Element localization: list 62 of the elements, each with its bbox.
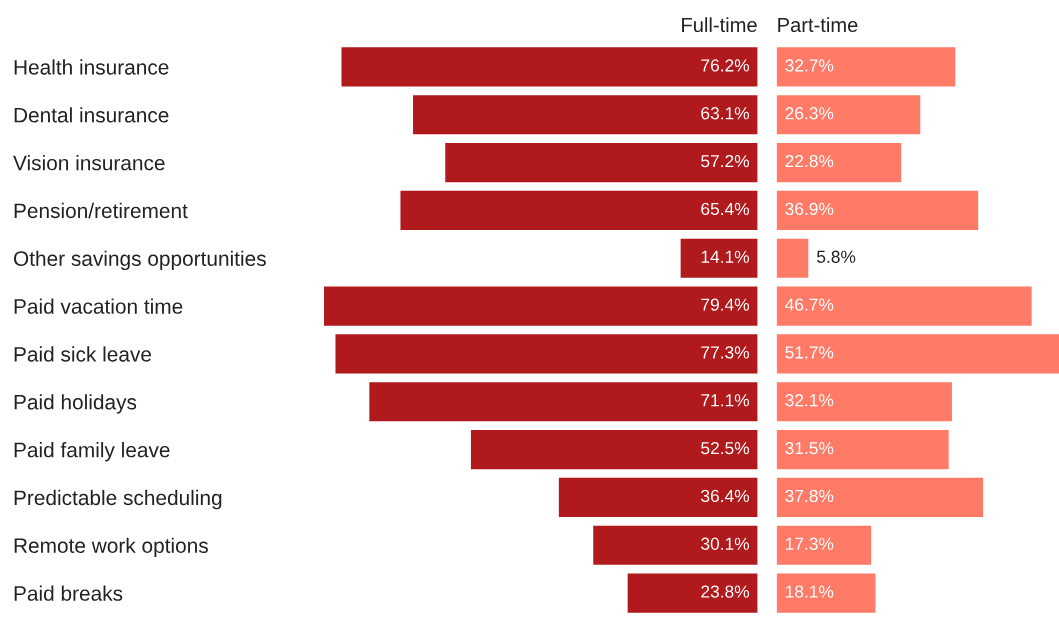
bar <box>776 142 902 183</box>
data-label: 36.4% <box>701 489 750 503</box>
bar <box>776 334 1059 374</box>
y-tick-label: Paid vacation time <box>14 298 183 314</box>
data-label: 77.3% <box>701 346 750 359</box>
bar <box>413 95 758 135</box>
data-label: 51.7% <box>785 346 834 359</box>
data-label: 65.4% <box>701 202 750 216</box>
y-tick-label: Paid sick leave <box>14 346 152 362</box>
bar <box>627 573 758 613</box>
data-label: 71.1% <box>701 394 750 407</box>
data-label: 31.5% <box>785 441 834 455</box>
bar <box>558 477 758 518</box>
data-label: 63.1% <box>701 107 750 120</box>
data-label: 18.1% <box>785 585 834 598</box>
data-label: 5.8% <box>817 250 856 263</box>
bar <box>445 142 758 183</box>
bar <box>369 382 758 422</box>
bar <box>776 382 952 422</box>
data-label: 30.1% <box>701 537 750 550</box>
bar <box>400 190 758 231</box>
data-label: 17.3% <box>785 537 834 550</box>
bar <box>470 429 758 470</box>
bar <box>776 429 949 470</box>
bar <box>324 286 758 326</box>
bar <box>776 525 872 565</box>
bar <box>776 573 876 613</box>
data-label: 36.9% <box>785 202 834 216</box>
data-label: 37.8% <box>785 489 834 503</box>
y-tick-label: Health insurance <box>14 59 169 75</box>
bar <box>776 190 979 231</box>
data-label: 26.3% <box>785 107 834 120</box>
y-tick-label: Paid family leave <box>14 442 170 462</box>
bar <box>680 238 758 278</box>
bar <box>341 47 758 87</box>
bar <box>335 334 758 374</box>
data-label: 52.5% <box>701 441 750 455</box>
bar <box>776 238 809 278</box>
bar <box>776 95 921 135</box>
y-tick-label: Dental insurance <box>14 107 169 123</box>
bar <box>776 477 984 518</box>
y-tick-label: Predictable scheduling <box>14 489 222 510</box>
bar <box>776 47 956 87</box>
y-tick-label: Paid holidays <box>14 394 137 414</box>
y-tick-label: Paid breaks <box>14 585 123 601</box>
y-tick-label: Remote work options <box>14 537 208 558</box>
data-label: 14.1% <box>701 250 750 263</box>
data-label: 57.2% <box>701 154 750 168</box>
data-label: 32.7% <box>785 59 834 72</box>
y-tick-label: Pension/retirement <box>14 202 188 219</box>
data-label: 22.8% <box>785 154 834 168</box>
y-tick-label: Vision insurance <box>13 155 165 171</box>
data-label: 23.8% <box>701 585 750 598</box>
bar <box>776 286 1032 326</box>
bar <box>593 525 758 565</box>
data-label: 79.4% <box>701 298 750 311</box>
data-label: 76.2% <box>701 59 750 72</box>
chart-title: Full-time <box>682 17 757 33</box>
y-tick-label: Other savings opportunities <box>13 250 266 271</box>
chart-title: Part-time <box>778 17 858 33</box>
data-label: 46.7% <box>785 298 834 311</box>
data-label: 32.1% <box>785 394 834 407</box>
